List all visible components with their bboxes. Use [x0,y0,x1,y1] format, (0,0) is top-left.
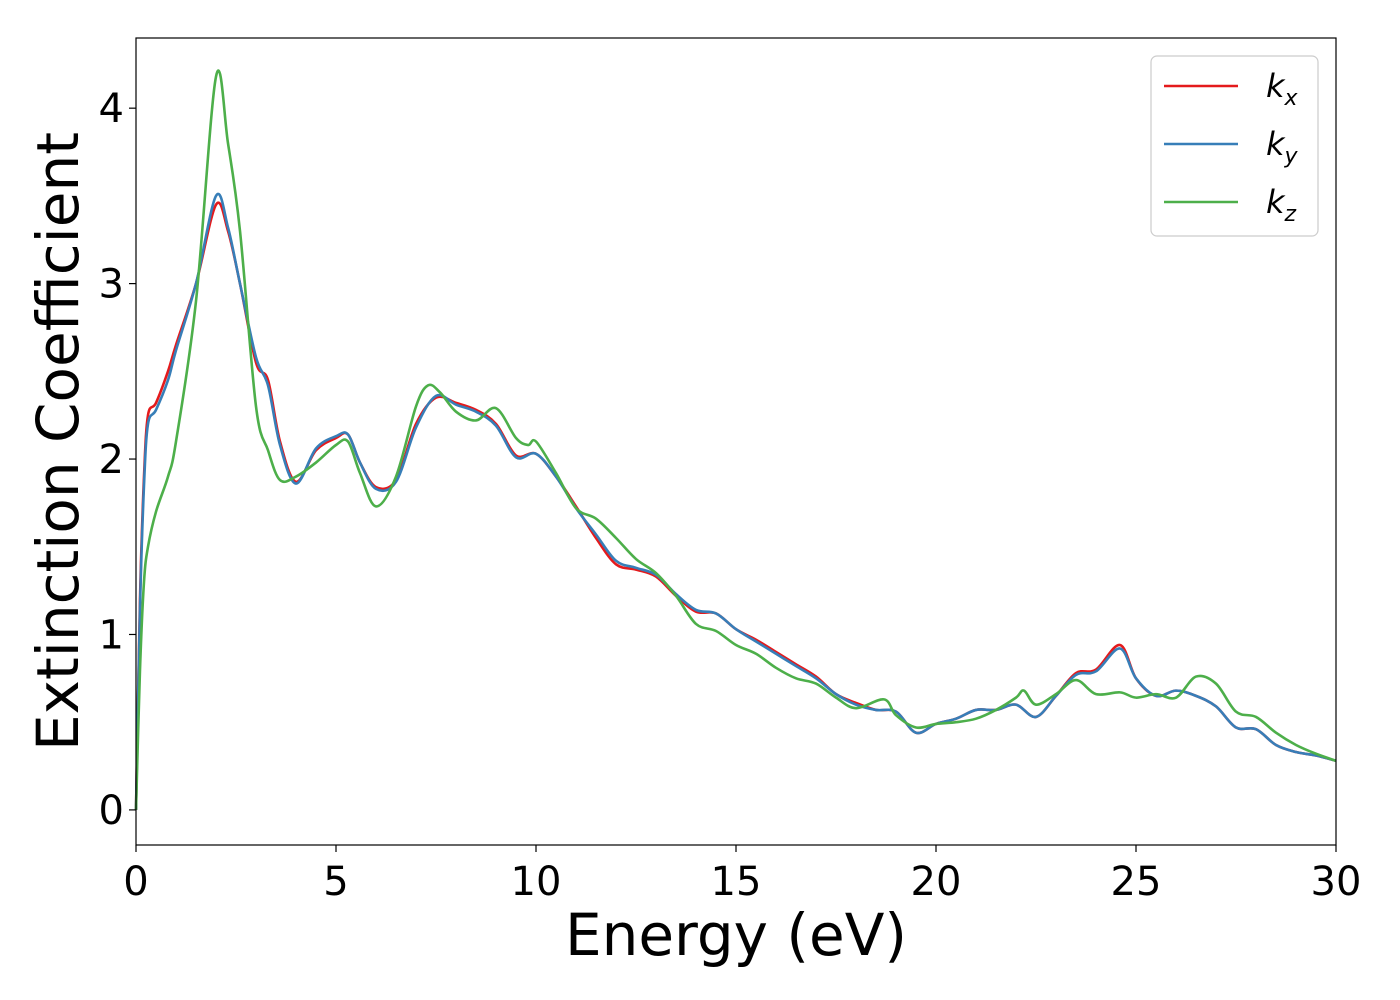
x-tick-label: 25 [1111,859,1162,905]
y-tick-label: 4 [99,86,124,132]
legend-label-x: kx [1266,67,1299,111]
x-tick-label: 20 [911,859,962,905]
legend-box [1150,55,1319,237]
series-line-y [134,192,1337,810]
plot-lines [134,69,1337,810]
x-tick-label: 30 [1311,859,1362,905]
x-tick-label: 15 [711,859,762,905]
y-tick-label: 3 [99,262,124,308]
legend-label-z: kz [1266,183,1297,227]
y-tick-label: 1 [99,612,124,658]
y-axis-title: Extinction Coefficient [24,132,92,751]
x-axis-title: Energy (eV) [565,901,907,969]
y-tick-label: 2 [99,437,124,483]
x-axis-ticks: 0 5 10 15 20 25 30 [123,845,1361,905]
x-tick-label: 0 [123,859,148,905]
series-line-z [134,69,1337,810]
x-tick-label: 10 [511,859,562,905]
y-tick-label: 0 [99,788,124,834]
legend-label-y: ky [1266,125,1299,169]
y-axis-ticks: 0 1 2 3 4 [99,86,136,834]
legend: kx ky kz [1150,55,1319,237]
x-tick-label: 5 [323,859,348,905]
